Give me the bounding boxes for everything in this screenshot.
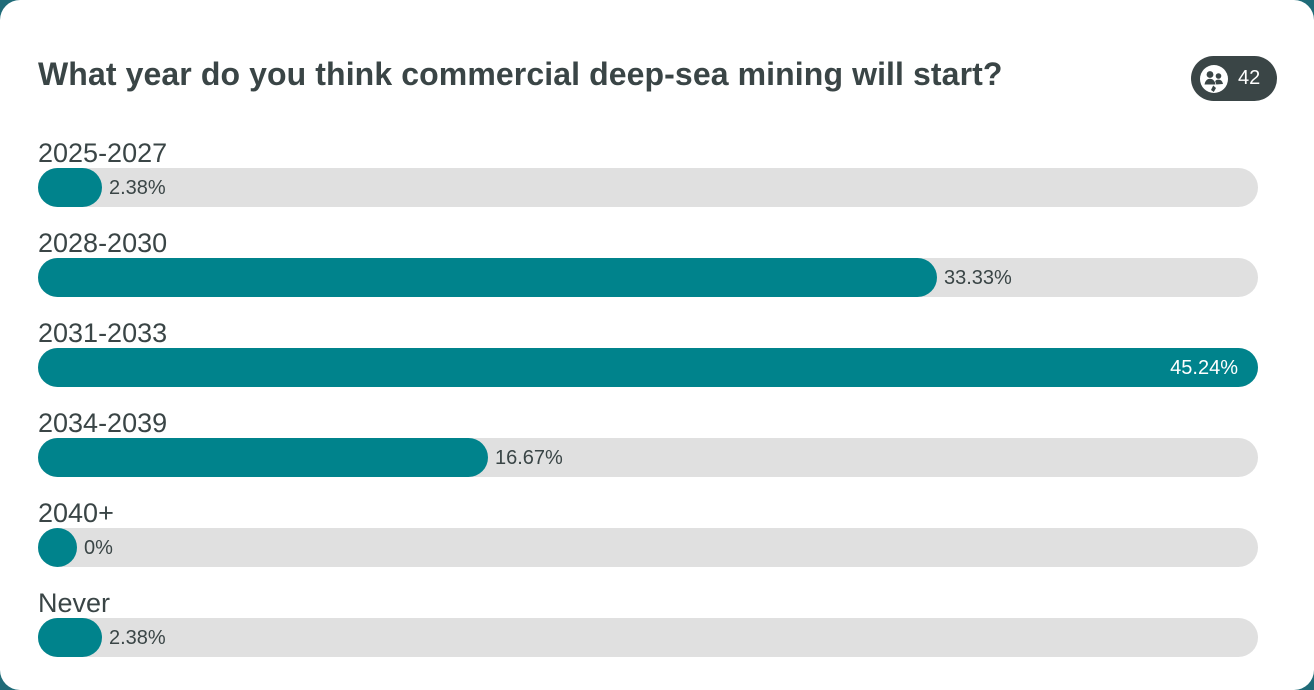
option-track: 33.33% (38, 258, 1258, 297)
option-bar (38, 168, 102, 207)
votes-count: 42 (1238, 67, 1261, 89)
participants-icon (1199, 64, 1229, 94)
option-percent: 45.24% (1170, 357, 1238, 379)
option-bar (38, 348, 1258, 387)
option-track: 2.38% (38, 168, 1258, 207)
option-bar (38, 258, 937, 297)
poll-option-never[interactable]: Never 2.38% (38, 588, 1258, 658)
votes-badge[interactable]: 42 (1191, 56, 1277, 101)
option-label: 2031-2033 (38, 318, 168, 348)
option-track: 2.38% (38, 618, 1258, 657)
option-percent: 16.67% (495, 447, 563, 469)
poll-option-2034-2039[interactable]: 2034-2039 16.67% (38, 408, 1258, 478)
option-label: 2040+ (38, 498, 114, 528)
poll-question: What year do you think commercial deep-s… (38, 56, 1003, 92)
option-track: 45.24% (38, 348, 1258, 387)
option-bar (38, 438, 488, 477)
option-track: 16.67% (38, 438, 1258, 477)
option-track: 0% (38, 528, 1258, 567)
option-percent: 2.38% (109, 627, 166, 649)
option-percent: 2.38% (109, 177, 166, 199)
option-percent: 33.33% (944, 267, 1012, 289)
option-label: Never (38, 588, 111, 618)
poll-option-2040-plus[interactable]: 2040+ 0% (38, 498, 1258, 568)
option-bar (38, 528, 77, 567)
option-percent: 0% (84, 537, 113, 559)
poll-option-2028-2030[interactable]: 2028-2030 33.33% (38, 228, 1258, 298)
option-label: 2034-2039 (38, 408, 168, 438)
option-label: 2025-2027 (38, 138, 168, 168)
option-label: 2028-2030 (38, 228, 168, 258)
poll-option-2031-2033[interactable]: 2031-2033 45.24% (38, 318, 1258, 388)
option-bar (38, 618, 102, 657)
poll-option-2025-2027[interactable]: 2025-2027 2.38% (38, 138, 1258, 208)
